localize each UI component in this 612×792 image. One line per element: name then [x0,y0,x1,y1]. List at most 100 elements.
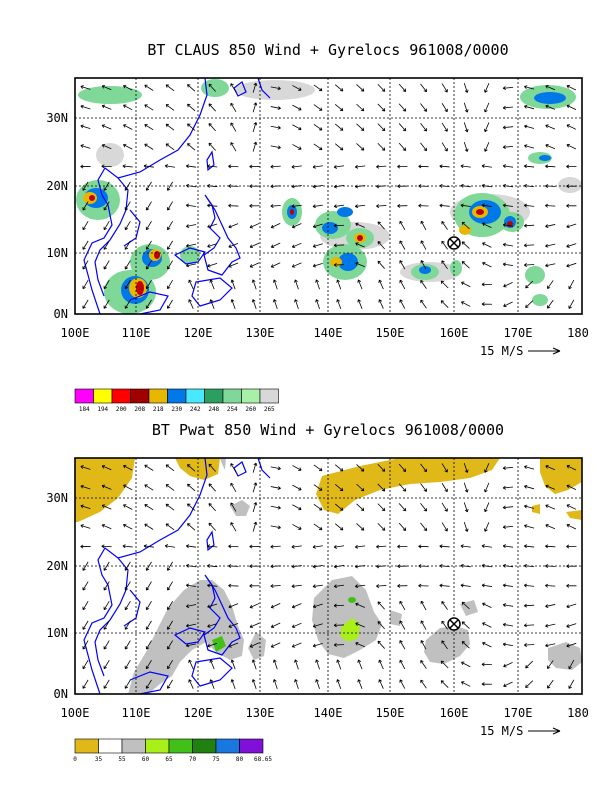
wind-vector-arrow [440,680,449,688]
wind-vector-arrow [230,142,237,152]
wind-vector-arrow [230,659,236,670]
wind-vector-arrow [228,544,239,549]
wind-vector-arrow [270,184,281,189]
wind-vector-arrow [82,660,89,670]
wind-vector-arrow [123,484,133,491]
wind-vector-arrow [333,263,345,267]
wind-vector-arrow [463,462,469,473]
wind-vector-arrow [398,142,407,151]
colorbar-swatch [241,388,261,404]
wind-vector-arrow [566,642,577,648]
wind-vector-arrow [249,583,260,588]
wind-vector-arrow [145,201,152,211]
wind-vector-arrow [249,242,260,249]
wind-vector-arrow [333,184,345,189]
wind-vector-arrow [333,544,345,549]
colorbar-swatch [93,388,113,404]
y-tick-label: 0N [54,687,68,701]
wind-vector-arrow [461,301,471,307]
wind-vector-arrow [80,465,91,470]
wind-vector-arrow [354,544,366,549]
wind-vector-arrow [441,522,448,532]
wind-vector-arrow [207,623,218,628]
wind-vector-arrow [354,584,366,589]
wind-vector-arrow [208,503,216,512]
colorbar: 0 35 55 60 65 70 75 80 68.65 [73,738,272,763]
wind-vector-arrow [313,503,323,511]
wind-vector-arrow [228,203,239,208]
wind-vector-arrow [376,564,387,569]
wind-vector-arrow [523,563,535,568]
wind-vector-arrow [313,104,323,111]
wind-vector-arrow [481,282,492,287]
wind-vector-arrow [315,679,320,690]
wind-vector-arrow [354,204,366,209]
wind-vector-arrow [124,299,131,309]
wind-vector-arrow [208,83,216,92]
wind-vector-arrow [355,622,365,628]
wind-vector-arrow [291,184,302,189]
wind-vector-arrow [292,124,302,131]
wind-vector-arrow [270,204,281,208]
wind-vector-arrow [566,243,577,248]
wind-vector-arrow [461,241,470,249]
wind-vector-arrow [484,122,490,133]
wind-vector-arrow [185,544,197,549]
wind-vector-arrow [124,240,131,250]
wind-vectors [80,462,577,690]
wind-vector-arrow [377,601,385,610]
panel-top: BT CLAUS 850 Wind + Gyrelocs 961008/0000 [46,41,589,413]
wind-vector-arrow [186,604,197,608]
wind-vector-arrow [252,482,258,493]
wind-vector-arrow [101,484,112,490]
wind-vector-arrow [80,544,91,549]
wind-vector-arrow [103,660,110,670]
wind-vector-arrow [336,659,342,670]
wind-vector-arrow [292,484,302,491]
reference-vector-label: 15 M/S [480,344,523,358]
wind-vector-arrow [165,464,175,472]
wind-vector-arrow [356,464,365,472]
wind-vector-arrow [82,601,89,611]
wind-vector-arrow [312,223,323,229]
wind-vector-arrow [294,299,299,310]
wind-vector-arrow [230,299,236,310]
colorbar-swatch [215,738,240,754]
colorbar-swatch [148,388,168,404]
wind-vector-arrow [461,221,470,230]
wind-vector-arrow [463,122,469,133]
wind-vector-arrow [524,524,535,529]
wind-vector-arrow [249,223,260,229]
wind-vector-arrow [124,601,131,611]
y-tick-label: 0N [54,307,68,321]
wind-vector-arrow [355,222,365,228]
wind-vector-arrow [439,563,450,568]
wind-vector-arrow [167,181,173,191]
wind-vector-arrow [481,302,492,307]
wind-vector-arrow [144,464,154,471]
reference-vector-label: 15 M/S [480,724,523,738]
wind-vector-arrow [482,222,492,229]
wind-vector-arrow [123,143,133,150]
wind-vector-arrow [566,544,577,549]
y-axis-labels: 0N 10N 20N 30N [46,111,68,321]
wind-vector-arrow [355,641,365,648]
colorbar-swatch [111,388,131,404]
wind-vector-arrow [124,561,131,571]
wind-vector-arrow [144,143,154,150]
wind-vector-arrow [165,84,175,92]
wind-vector-arrow [272,299,278,310]
wind-vector-arrow [502,603,514,607]
wind-vector-arrow [103,561,110,571]
wind-vector-arrow [165,104,175,111]
wind-vector-arrow [228,184,239,188]
wind-vector-arrow [252,462,258,473]
wind-vector-arrow [228,564,239,568]
wind-vector-arrow [167,620,173,630]
wind-vector-arrow [252,122,258,133]
wind-vector-arrow [333,204,345,209]
wind-vector-arrow [355,242,365,248]
wind-vector-arrow [312,243,323,248]
wind-vector-arrow [144,84,154,91]
wind-vector-arrow [122,544,133,549]
